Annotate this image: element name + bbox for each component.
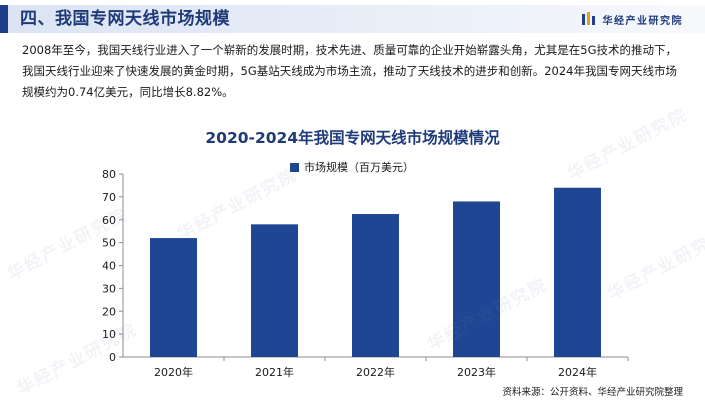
intro-paragraph: 2008年至今，我国天线行业进入了一个崭新的发展时期，技术先进、质量可靠的企业开…: [22, 43, 677, 99]
y-tick-label: 80: [102, 168, 116, 181]
chart-title: 2020-2024年我国专网天线市场规模情况: [205, 129, 500, 147]
y-tick-label: 40: [102, 260, 116, 273]
brand: 华经产业研究院: [581, 11, 684, 27]
bar: [352, 214, 399, 357]
brand-logo-icon: [581, 12, 595, 25]
legend-label: 市场规模（百万美元）: [304, 161, 414, 174]
chart-legend: 市场规模（百万美元）: [290, 159, 414, 175]
x-tick-label: 2021年: [255, 365, 294, 379]
bar: [150, 238, 197, 357]
x-tick-label: 2024年: [558, 365, 597, 379]
y-tick-label: 60: [102, 214, 116, 227]
y-tick-label: 30: [102, 282, 116, 295]
section-title: 四、我国专网天线市场规模: [20, 9, 230, 29]
y-tick-label: 70: [102, 191, 116, 204]
y-tick-label: 20: [102, 305, 116, 318]
x-tick-label: 2023年: [457, 365, 496, 379]
bar: [251, 224, 298, 357]
bar: [453, 201, 500, 357]
bar: [554, 187, 601, 357]
legend-swatch: [290, 162, 299, 172]
source-note: 资料来源：公开资料、华经产业研究院整理: [502, 387, 683, 398]
header-accent: [0, 5, 8, 33]
y-tick-label: 50: [102, 237, 116, 250]
x-tick-label: 2022年: [356, 365, 395, 379]
x-tick-label: 2020年: [154, 365, 193, 379]
y-tick-label: 0: [109, 351, 116, 364]
brand-name: 华经产业研究院: [602, 15, 683, 27]
y-tick-label: 10: [102, 328, 116, 341]
